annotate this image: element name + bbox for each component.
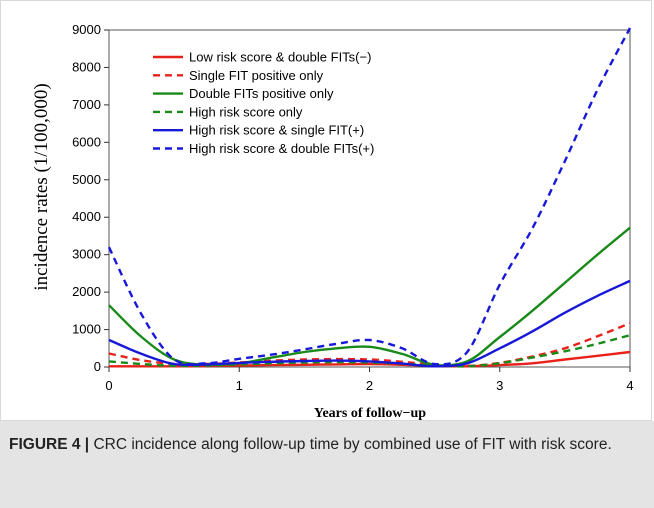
y-tick-label: 1000 [72, 322, 101, 337]
x-tick-label: 4 [626, 378, 633, 393]
line-chart: 0 1000 2000 3000 4000 5000 6000 7000 8000 9000 0 1 2… [31, 22, 634, 421]
x-axis-label: Years of follow−up [314, 406, 426, 421]
series-line-2 [108, 322, 631, 368]
legend-label-6: High risk score & double FITs(+) [189, 141, 374, 156]
x-tick-label: 1 [236, 378, 243, 393]
legend-label-3: Double FITs positive only [189, 86, 334, 101]
legend: Low risk score & double FITs(−) Single FI… [153, 50, 374, 156]
y-tick-label: 7000 [72, 97, 101, 112]
y-tick-label: 2000 [72, 284, 101, 299]
legend-label-2: Single FIT positive only [189, 68, 324, 83]
legend-label-1: Low risk score & double FITs(−) [189, 50, 371, 65]
y-tick-label: 5000 [72, 172, 101, 187]
legend-label-5: High risk score & single FIT(+) [189, 123, 364, 138]
chart-frame: 0 1000 2000 3000 4000 5000 6000 7000 8000 9000 0 1 2… [0, 0, 652, 421]
y-axis-label: incidence rates (1/100,000) [31, 83, 52, 290]
y-tick-label: 0 [94, 359, 101, 374]
series-line-6 [107, 27, 632, 366]
x-tick-label: 0 [105, 378, 112, 393]
figure-caption: FIGURE 4 | CRC incidence along follow-up… [0, 421, 654, 508]
series-lines [107, 27, 632, 368]
caption-label: FIGURE 4 | [9, 436, 90, 453]
y-tick-label: 4000 [72, 209, 101, 224]
legend-label-4: High risk score only [189, 104, 303, 119]
plot-frame [108, 29, 631, 368]
x-tick-label: 3 [496, 378, 503, 393]
series-line-3 [108, 226, 631, 367]
series-line-5 [108, 279, 631, 368]
axes: 0 1000 2000 3000 4000 5000 6000 7000 8000 9000 0 1 2… [72, 22, 634, 393]
x-tick-label: 2 [366, 378, 373, 393]
y-tick-label: 9000 [72, 22, 101, 37]
y-tick-label: 6000 [72, 134, 101, 149]
caption-text: CRC incidence along follow-up time by co… [89, 436, 612, 453]
y-tick-label: 8000 [72, 59, 101, 74]
y-tick-label: 3000 [72, 247, 101, 262]
